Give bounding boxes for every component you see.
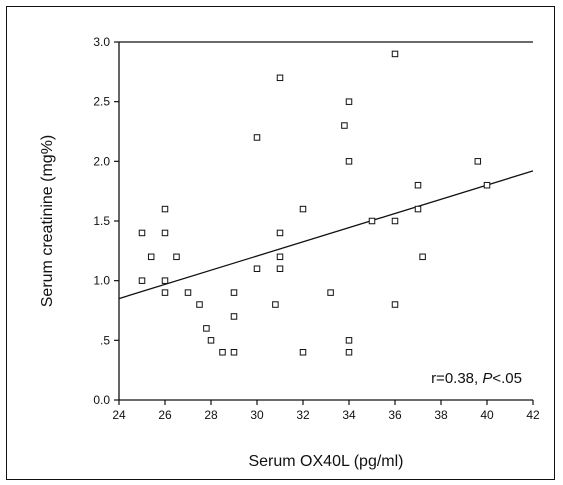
data-point bbox=[276, 265, 284, 272]
x-tick-label: 32 bbox=[296, 408, 310, 422]
y-axis-label: Serum creatinine (mg%) bbox=[39, 135, 56, 308]
data-point bbox=[230, 349, 238, 356]
data-point bbox=[207, 337, 215, 344]
data-point bbox=[203, 325, 210, 332]
data-point bbox=[276, 253, 284, 261]
x-tick-label: 24 bbox=[112, 408, 126, 422]
data-point bbox=[147, 253, 155, 261]
data-point bbox=[161, 277, 169, 284]
data-point bbox=[253, 265, 261, 272]
data-point bbox=[276, 229, 284, 237]
y-tick-label: .5 bbox=[100, 333, 110, 347]
figure-frame bbox=[6, 6, 555, 480]
data-point bbox=[327, 289, 334, 296]
x-tick-label: 34 bbox=[342, 408, 356, 422]
x-tick-label: 30 bbox=[250, 408, 264, 422]
x-tick-label: 28 bbox=[204, 408, 218, 422]
data-point bbox=[483, 181, 491, 189]
data-point bbox=[219, 349, 226, 356]
data-point bbox=[161, 289, 169, 296]
x-axis-label: Serum OX40L (pg/ml) bbox=[248, 453, 403, 470]
data-point bbox=[161, 229, 169, 237]
x-tick-label: 42 bbox=[526, 408, 540, 422]
x-tick-label: 40 bbox=[480, 408, 494, 422]
data-point bbox=[272, 301, 279, 308]
data-point bbox=[474, 158, 482, 165]
data-point bbox=[414, 181, 422, 189]
data-point bbox=[184, 289, 192, 296]
x-tick-label: 38 bbox=[434, 408, 448, 422]
y-tick-label: 2.0 bbox=[93, 154, 110, 168]
data-point bbox=[368, 217, 376, 225]
data-point bbox=[276, 74, 284, 82]
y-tick-label: 2.5 bbox=[93, 95, 110, 109]
data-point bbox=[345, 337, 353, 344]
x-tick-label: 36 bbox=[388, 408, 402, 422]
y-tick-label: 3.0 bbox=[93, 35, 110, 49]
x-tick-label: 26 bbox=[158, 408, 172, 422]
data-point bbox=[253, 134, 261, 141]
data-point bbox=[138, 277, 146, 284]
data-point bbox=[161, 205, 169, 213]
regression-line bbox=[118, 170, 534, 300]
data-point bbox=[230, 313, 238, 320]
y-tick-label: 1.5 bbox=[93, 214, 110, 228]
data-point bbox=[138, 229, 146, 237]
data-point bbox=[173, 253, 180, 261]
y-tick-label: 1.0 bbox=[93, 274, 110, 288]
data-point bbox=[391, 301, 399, 308]
correlation-annotation: r=0.38, P<.05 bbox=[431, 370, 522, 387]
data-point bbox=[345, 158, 353, 165]
data-point bbox=[299, 349, 307, 356]
data-point bbox=[391, 217, 399, 225]
y-tick-label: 0.0 bbox=[93, 393, 110, 407]
data-point bbox=[414, 205, 422, 213]
data-point bbox=[196, 301, 203, 308]
data-point bbox=[299, 205, 307, 213]
data-point bbox=[341, 122, 348, 129]
data-point bbox=[391, 50, 399, 58]
data-point bbox=[345, 349, 353, 356]
data-point bbox=[230, 289, 238, 296]
data-point bbox=[419, 253, 426, 261]
data-point bbox=[345, 98, 353, 105]
